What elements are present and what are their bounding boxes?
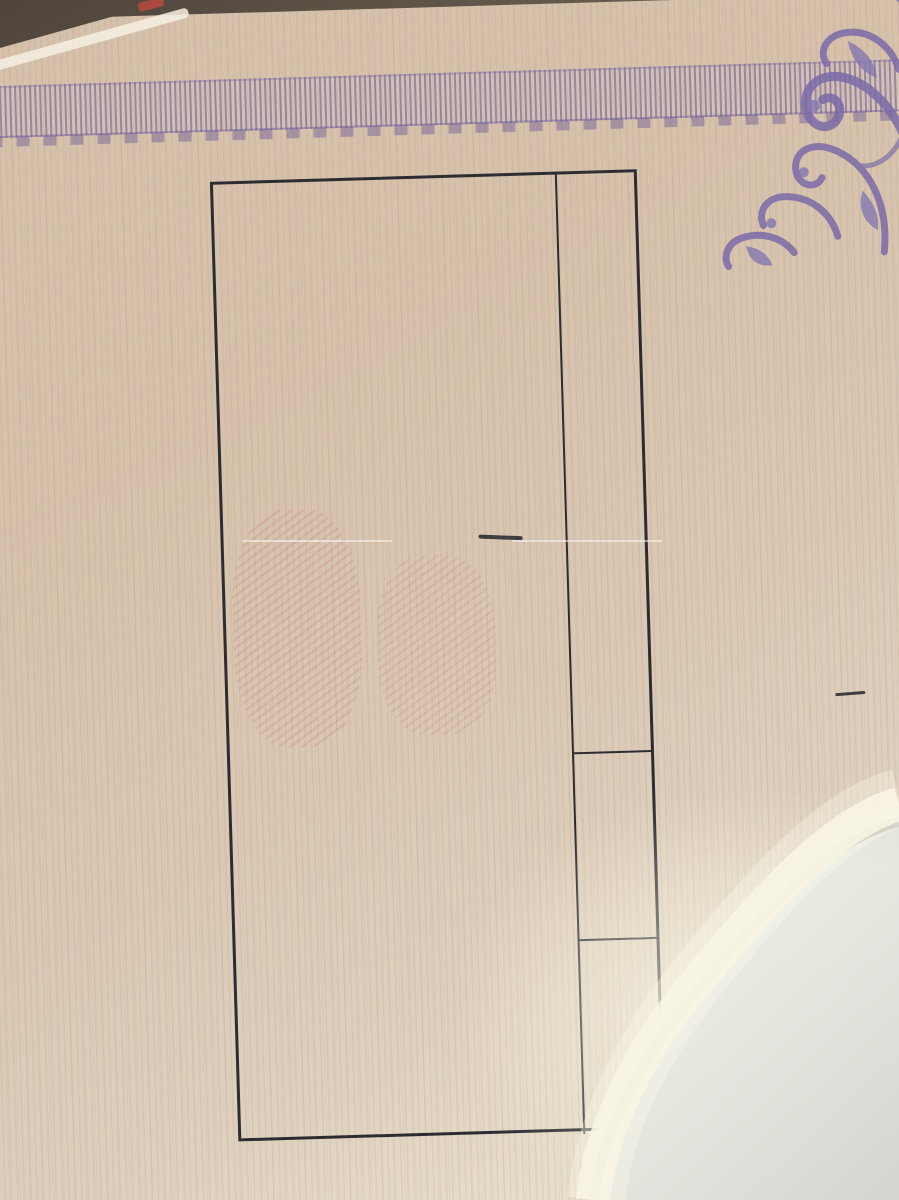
column-header-units	[572, 752, 657, 942]
indicators-table	[209, 169, 666, 1142]
column-header-indicators	[554, 172, 652, 755]
corner-flourish-ornament	[722, 0, 899, 270]
